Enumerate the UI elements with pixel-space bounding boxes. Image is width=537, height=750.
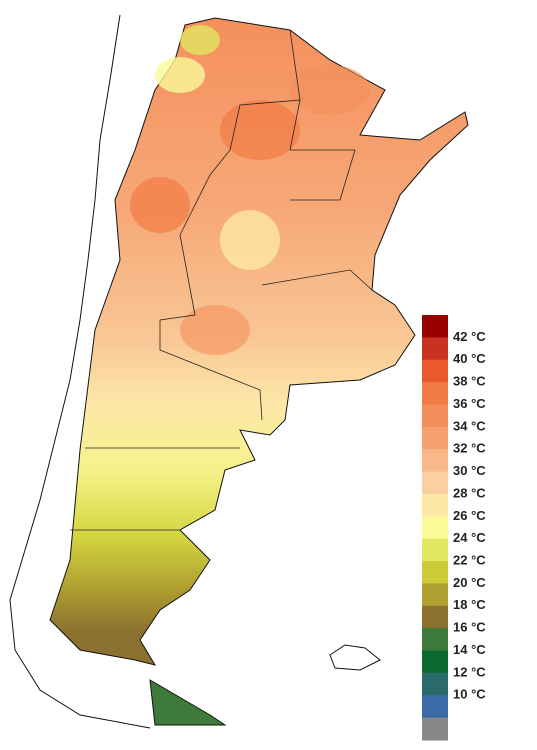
legend-label: 22 °C bbox=[453, 552, 486, 567]
chile-outline bbox=[9, 14, 381, 729]
legend-label: 24 °C bbox=[453, 530, 486, 545]
legend-label: 16 °C bbox=[453, 620, 486, 635]
legend-swatch bbox=[422, 404, 448, 428]
legend-swatch bbox=[422, 717, 448, 741]
legend-swatch bbox=[422, 471, 448, 495]
legend-label: 34 °C bbox=[453, 418, 486, 433]
legend-swatch bbox=[422, 382, 448, 405]
legend-label: 10 °C bbox=[453, 687, 486, 702]
legend-swatch bbox=[422, 561, 448, 584]
legend-label: 26 °C bbox=[453, 508, 486, 523]
legend-label: 30 °C bbox=[453, 463, 486, 478]
legend-swatch bbox=[422, 605, 448, 629]
legend-swatch bbox=[422, 426, 448, 450]
legend-swatch bbox=[422, 516, 448, 540]
legend-label: 32 °C bbox=[453, 441, 486, 456]
legend-swatch bbox=[422, 538, 448, 562]
legend-swatch bbox=[422, 337, 448, 361]
legend-label: 42 °C bbox=[453, 329, 486, 344]
legend-swatch bbox=[422, 359, 448, 383]
legend: 42 °C 40 °C 38 °C 36 °C 34 °C 32 °C 30 °C 28 °C… bbox=[422, 315, 486, 741]
legend-swatch bbox=[422, 695, 448, 719]
temperature-patches bbox=[130, 25, 370, 355]
legend-label: 28 °C bbox=[453, 485, 486, 500]
legend-swatch bbox=[422, 493, 448, 517]
legend-swatch bbox=[422, 583, 448, 607]
legend-swatch bbox=[422, 650, 448, 674]
legend-swatch bbox=[422, 672, 448, 696]
legend-label: 20 °C bbox=[453, 575, 486, 590]
legend-label: 36 °C bbox=[453, 396, 486, 411]
legend-swatch bbox=[422, 315, 448, 338]
tierra-del-fuego bbox=[149, 679, 227, 726]
legend-label: 40 °C bbox=[453, 351, 486, 366]
legend-label: 18 °C bbox=[453, 597, 486, 612]
province-borders bbox=[70, 29, 373, 531]
legend-swatch bbox=[422, 628, 448, 652]
legend-label: 14 °C bbox=[453, 642, 486, 657]
legend-swatch bbox=[422, 449, 448, 473]
legend-label: 12 °C bbox=[453, 664, 486, 679]
legend-label: 38 °C bbox=[453, 374, 486, 389]
